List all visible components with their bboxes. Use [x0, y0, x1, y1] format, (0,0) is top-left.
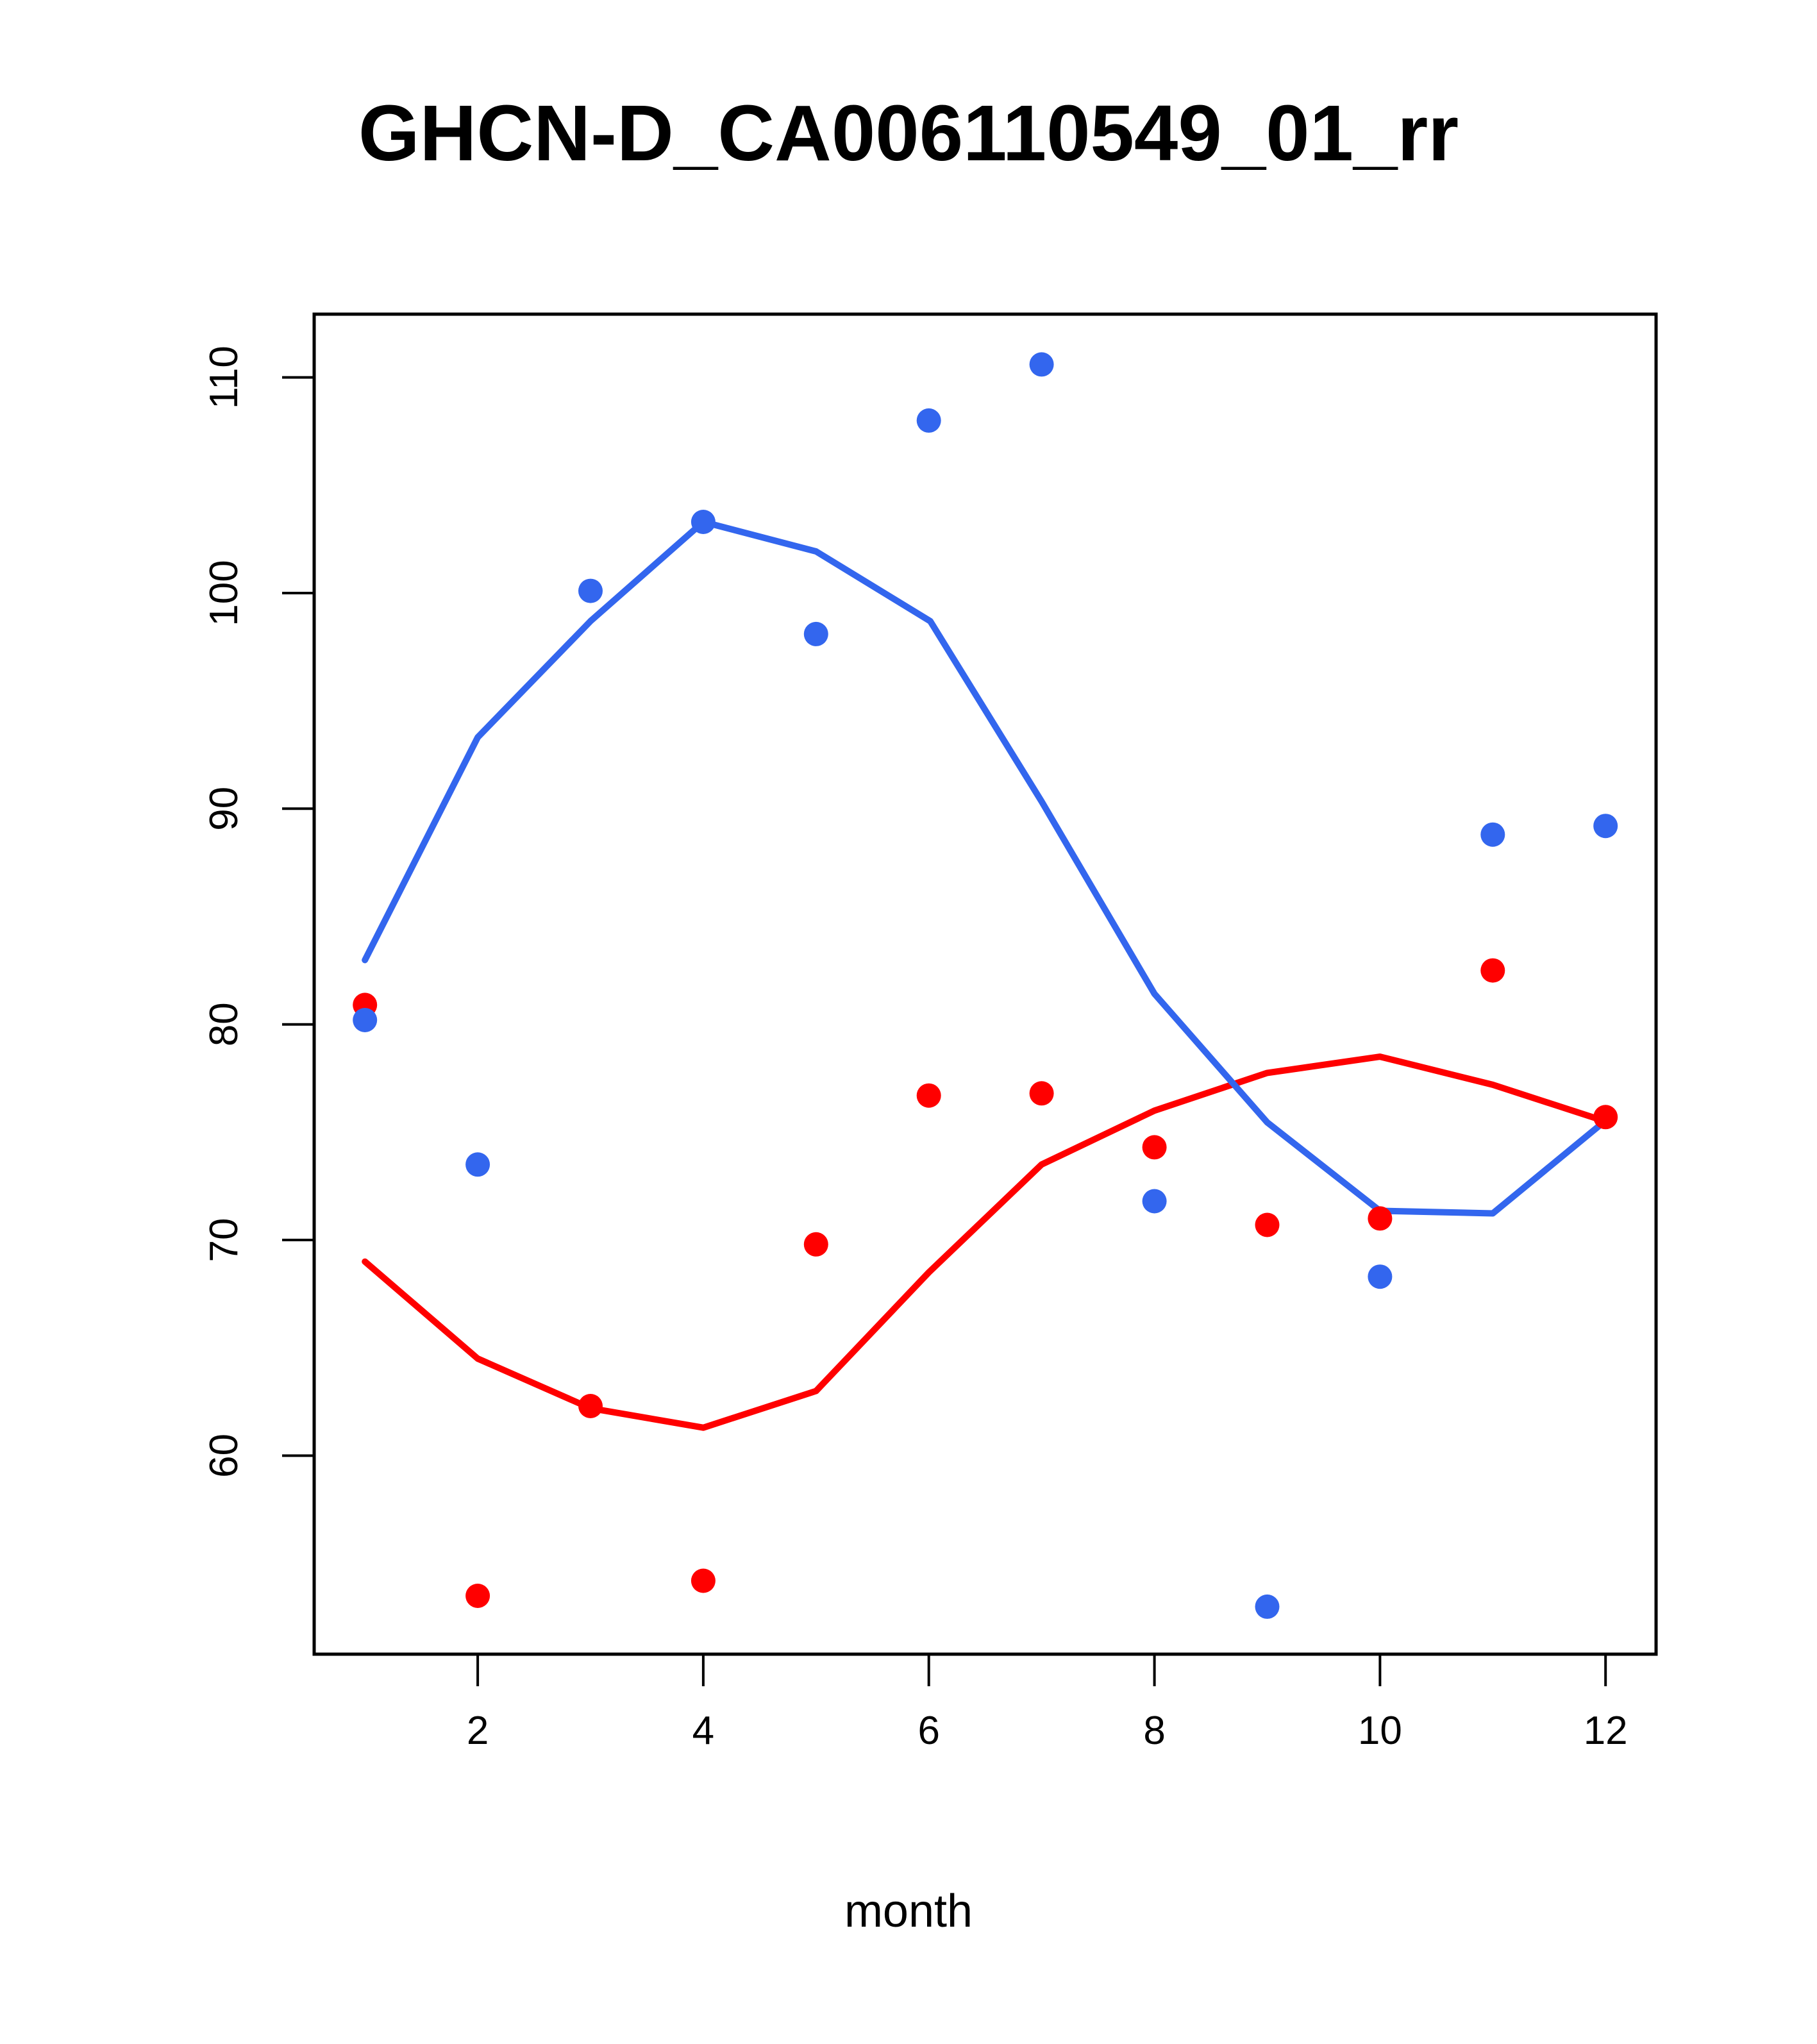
svg-text:90: 90: [202, 787, 246, 831]
svg-text:110: 110: [202, 346, 246, 409]
svg-text:100: 100: [202, 560, 246, 626]
svg-text:80: 80: [202, 1002, 246, 1046]
svg-text:2: 2: [467, 1709, 489, 1753]
svg-text:70: 70: [202, 1218, 246, 1262]
svg-text:6: 6: [917, 1709, 939, 1753]
svg-text:12: 12: [1584, 1709, 1628, 1753]
svg-text:4: 4: [692, 1709, 714, 1753]
svg-text:8: 8: [1143, 1709, 1165, 1753]
svg-text:10: 10: [1358, 1709, 1402, 1753]
svg-text:60: 60: [202, 1434, 246, 1478]
